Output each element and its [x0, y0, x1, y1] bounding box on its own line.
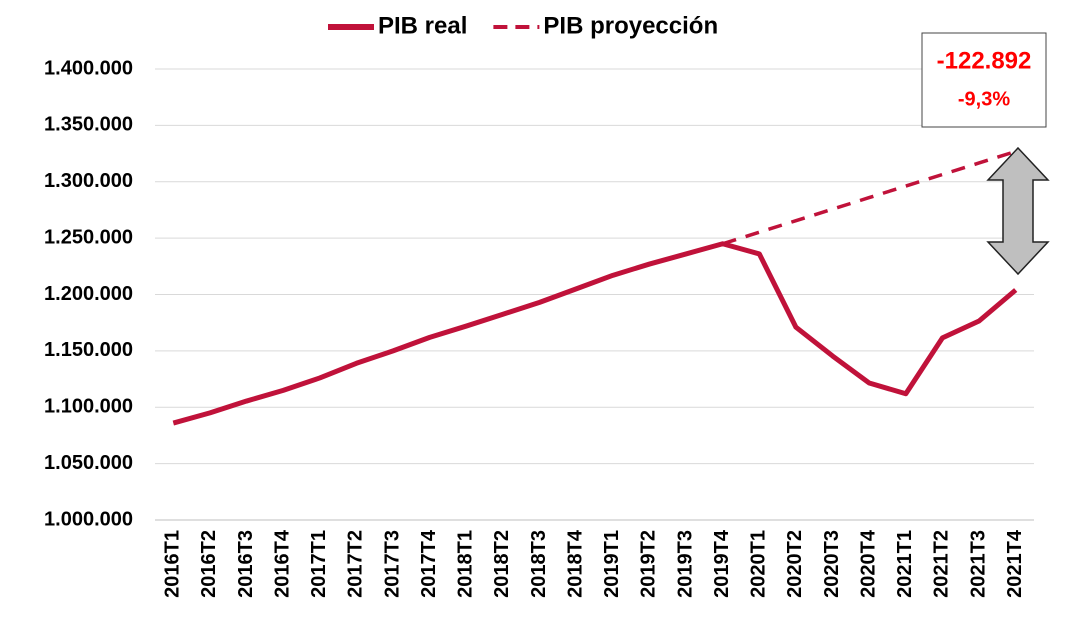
x-tick-label: 2016T4 — [271, 529, 293, 598]
x-tick-label: 2018T2 — [491, 530, 513, 598]
x-tick-label: 2017T4 — [418, 529, 440, 598]
gap-arrow — [986, 146, 1050, 276]
annotation-box — [921, 32, 1047, 128]
x-tick-label: 2020T3 — [821, 530, 843, 598]
y-tick-label: 1.350.000 — [44, 114, 133, 136]
annotation-difference: -122.892 — [937, 47, 1032, 74]
x-tick-label: 2019T1 — [601, 530, 623, 598]
y-tick-label: 1.150.000 — [44, 339, 133, 361]
x-tick-label: 2017T3 — [381, 530, 403, 598]
legend-label: PIB proyección — [543, 12, 718, 39]
y-tick-label: 1.100.000 — [44, 396, 133, 418]
x-tick-label: 2017T2 — [345, 530, 367, 598]
x-tick-label: 2019T3 — [674, 530, 696, 598]
x-tick-label: 2021T3 — [967, 530, 989, 598]
y-tick-label: 1.300.000 — [44, 170, 133, 192]
y-tick-label: 1.200.000 — [44, 283, 133, 305]
y-tick-label: 1.050.000 — [44, 452, 133, 474]
series-line — [722, 149, 1017, 246]
x-tick-label: 2019T2 — [638, 530, 660, 598]
x-tick-label: 2018T3 — [528, 530, 550, 598]
y-tick-label: 1.400.000 — [44, 57, 133, 79]
x-tick-label: 2016T2 — [198, 530, 220, 598]
x-tick-label: 2020T4 — [857, 529, 879, 598]
x-tick-label: 2020T1 — [748, 530, 770, 598]
legend-label: PIB real — [378, 12, 467, 39]
x-tick-label: 2021T2 — [931, 530, 953, 598]
x-tick-label: 2019T4 — [711, 529, 733, 598]
x-tick-label: 2018T4 — [564, 529, 586, 598]
x-tick-label: 2021T4 — [1004, 529, 1026, 598]
annotation-percent: -9,3% — [958, 88, 1010, 110]
series-line — [172, 241, 1018, 426]
x-tick-label: 2021T1 — [894, 530, 916, 598]
x-tick-label: 2016T1 — [162, 530, 184, 598]
x-tick-label: 2017T1 — [308, 530, 330, 598]
y-tick-label: 1.250.000 — [44, 226, 133, 248]
x-tick-label: 2018T1 — [455, 530, 477, 598]
x-tick-label: 2016T3 — [235, 530, 257, 598]
y-tick-label: 1.000.000 — [44, 508, 133, 530]
x-tick-label: 2020T2 — [784, 530, 806, 598]
